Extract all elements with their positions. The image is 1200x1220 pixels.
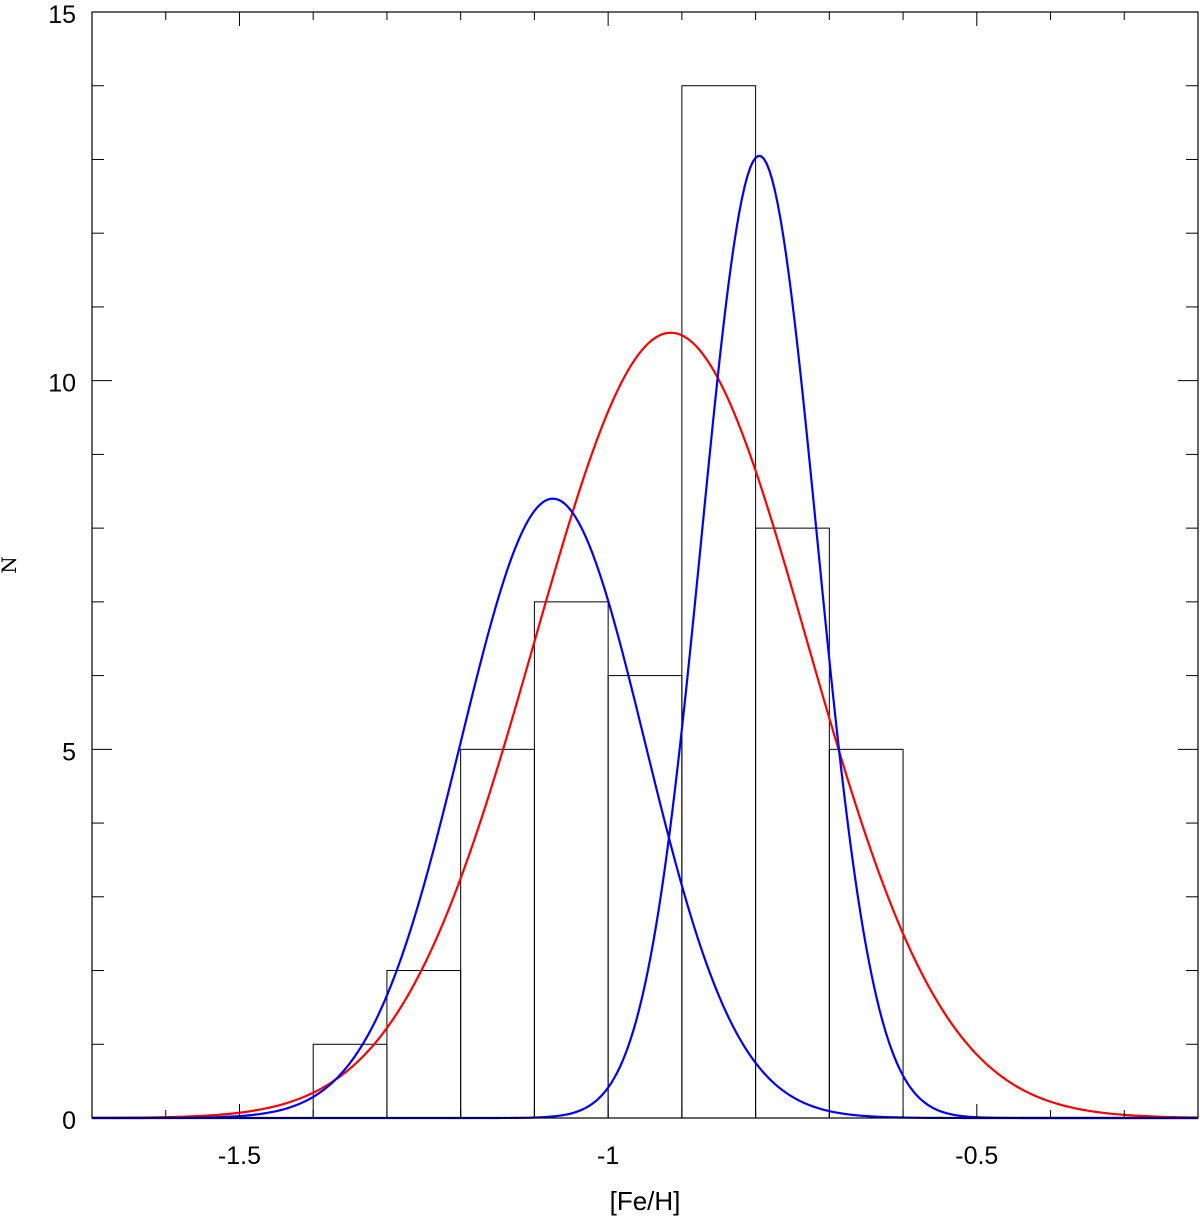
y-tick-label: 0 [62,1107,76,1135]
fit-curve-2 [92,497,1198,1120]
y-tick-label: 5 [62,738,76,766]
y-tick-label: 15 [48,1,76,29]
x-tick-label: -1 [597,1142,619,1170]
fit-curve-3 [92,154,1198,1120]
y-axis-ticks: 0 5 10 15 [48,1,1198,1135]
y-tick-label: 10 [48,370,76,398]
histogram-bin [755,527,830,1119]
histogram-bin [386,970,462,1119]
histogram-bin [828,748,904,1119]
x-axis-label: [Fe/H] [610,1186,681,1216]
plot-frame [91,11,1199,1119]
fit-curves [91,154,1199,1120]
fit-curve-1 [91,331,1199,1119]
histogram-bin [533,601,609,1119]
histogram-bin [460,748,535,1119]
y-axis-label: N [0,556,21,574]
histogram-bin [681,85,757,1119]
x-axis-ticks: -1.5 -1 -0.5 [91,12,1199,1170]
histogram-bin [312,1043,388,1119]
x-tick-label: -1.5 [218,1142,261,1170]
x-tick-label: -0.5 [955,1142,998,1170]
